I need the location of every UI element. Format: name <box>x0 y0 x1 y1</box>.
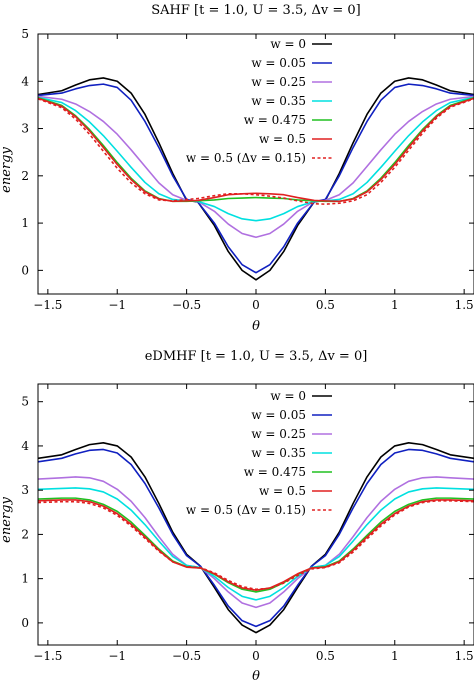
y-tick-label: 3 <box>21 122 29 136</box>
legend-label: w = 0.05 <box>251 56 306 70</box>
x-tick-label: 1.5 <box>455 649 474 663</box>
series-line-0 <box>38 77 474 281</box>
y-tick-label: 4 <box>21 74 29 88</box>
x-tick-label: −1.5 <box>33 649 62 663</box>
legend: w = 0 w = 0.05 w = 0.25 w = 0.35 w = 0.475 w … <box>186 37 332 165</box>
legend-label: w = 0.35 <box>251 94 306 108</box>
series-line-2 <box>38 476 474 609</box>
legend-label: w = 0.35 <box>251 446 306 460</box>
x-tick-label: 1 <box>391 649 399 663</box>
series-line-5 <box>38 97 474 203</box>
x-tick-label: 1 <box>391 298 399 312</box>
chart-panel-top: SAHF [t = 1.0, U = 3.5, Δv = 0] −1.5 −1 −0… <box>0 3 474 334</box>
x-tick-label: −1.5 <box>33 298 62 312</box>
legend-label: w = 0.25 <box>251 427 306 441</box>
series-line-4 <box>38 497 474 593</box>
legend-label: w = 0 <box>270 37 306 51</box>
legend-label: w = 0.5 (Δv = 0.15) <box>186 151 306 165</box>
series-line-1 <box>38 448 474 628</box>
x-tick-label: −0.5 <box>172 649 201 663</box>
x-axis-label: θ <box>252 669 260 684</box>
series-group <box>38 442 474 634</box>
series-line-5 <box>38 499 474 591</box>
legend-label: w = 0.475 <box>244 465 306 479</box>
series-line-6 <box>38 499 474 591</box>
y-tick-label: 1 <box>21 216 29 230</box>
x-tick-label: 0 <box>252 649 260 663</box>
series-line-4 <box>38 97 474 203</box>
y-tick-label: 0 <box>21 616 29 630</box>
legend-label: w = 0.5 (Δv = 0.15) <box>186 503 306 517</box>
legend-label: w = 0.5 <box>259 132 306 146</box>
y-tick-label: 0 <box>21 263 29 277</box>
legend-label: w = 0.05 <box>251 408 306 422</box>
x-tick-label: 0 <box>252 298 260 312</box>
legend: w = 0 w = 0.05 w = 0.25 w = 0.35 w = 0.475 w … <box>186 389 332 517</box>
x-tick-label: 0.5 <box>316 649 335 663</box>
series-line-0 <box>38 442 474 634</box>
x-tick-label: −0.5 <box>172 298 201 312</box>
series-line-3 <box>38 487 474 601</box>
y-tick-label: 1 <box>21 572 29 586</box>
legend-label: w = 0 <box>270 389 306 403</box>
y-tick-label: 5 <box>21 27 29 41</box>
y-tick-label: 3 <box>21 483 29 497</box>
series-line-3 <box>38 96 474 222</box>
series-line-1 <box>38 83 474 274</box>
chart-title: SAHF [t = 1.0, U = 3.5, Δv = 0] <box>151 3 360 18</box>
x-axis-label: θ <box>252 319 260 334</box>
series-line-2 <box>38 95 474 239</box>
x-tick-label: −1 <box>108 298 126 312</box>
legend-label: w = 0.5 <box>259 484 306 498</box>
legend-label: w = 0.475 <box>244 113 306 127</box>
chart-panel-bottom: eDMHF [t = 1.0, U = 3.5, Δv = 0] −1.5 −1 −… <box>0 349 474 684</box>
y-axis-label: energy <box>0 147 14 193</box>
y-tick-label: 2 <box>21 527 29 541</box>
y-tick-label: 5 <box>21 395 29 409</box>
series-group <box>38 77 474 281</box>
y-axis-label: energy <box>0 497 14 543</box>
x-tick-label: 1.5 <box>455 298 474 312</box>
y-tick-label: 2 <box>21 169 29 183</box>
legend-label: w = 0.25 <box>251 75 306 89</box>
y-tick-label: 4 <box>21 439 29 453</box>
x-tick-label: 0.5 <box>316 298 335 312</box>
x-tick-label: −1 <box>108 649 126 663</box>
chart-title: eDMHF [t = 1.0, U = 3.5, Δv = 0] <box>145 349 368 364</box>
